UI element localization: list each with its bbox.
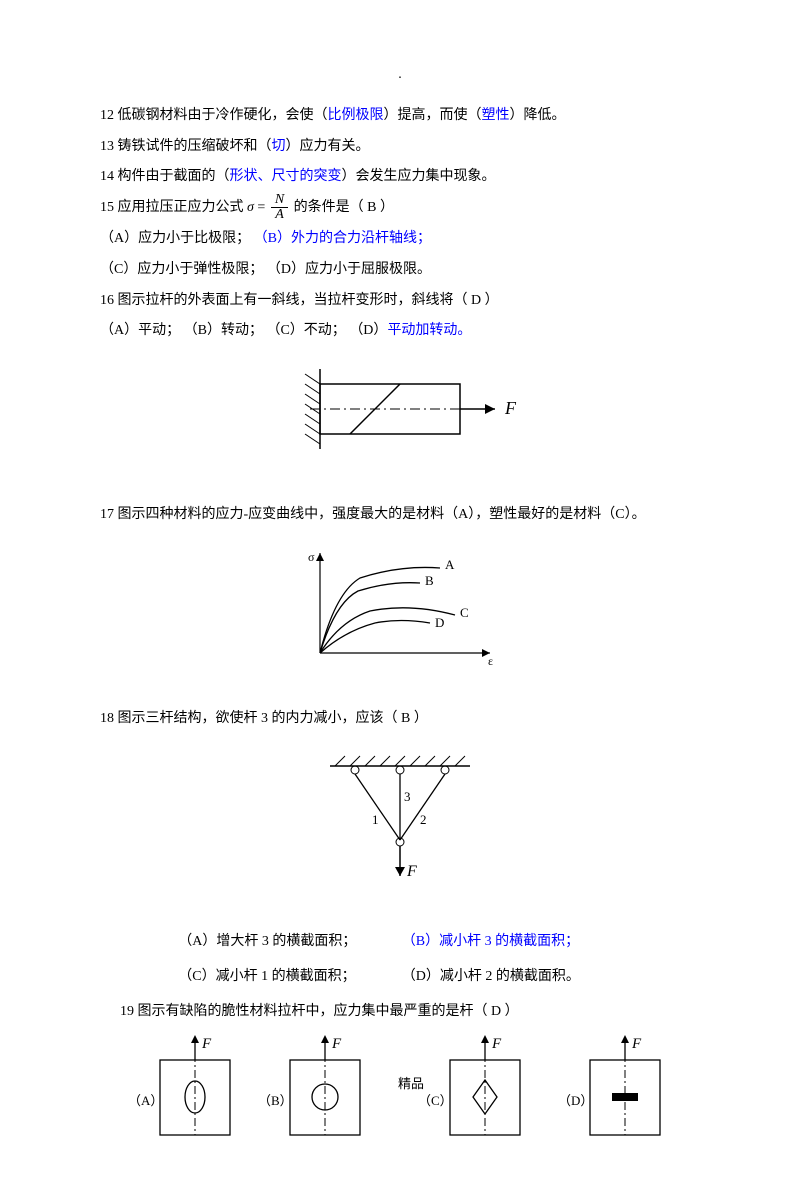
q15-eq: = (254, 200, 269, 215)
q12-fill2: 塑性 (482, 108, 510, 123)
q17-text: 17 图示四种材料的应力-应变曲线中，强度最大的是材料（A），塑性最好的是材料（… (100, 500, 700, 531)
q14-post: ）会发生应力集中现象。 (342, 169, 496, 184)
q13-fill: 切 (272, 139, 286, 154)
q18-opts-2: （C）减小杆 1 的横截面积； （D）减小杆 2 的横截面积。 (100, 962, 700, 993)
q18-optA: （A）增大杆 3 的横截面积； (178, 927, 398, 958)
q19-B: F （B） (258, 1035, 360, 1135)
page-dot: . (100, 60, 700, 91)
q19-figure: F （A） F （B） 精品 F (100, 1030, 700, 1153)
q19-C-F: F (491, 1036, 502, 1052)
q18-n2: 2 (420, 812, 427, 827)
q13-pre: 13 铸铁试件的压缩破坏和（ (100, 139, 272, 154)
q13: 13 铸铁试件的压缩破坏和（切）应力有关。 (100, 132, 700, 163)
q16-optD-pre: （D） (349, 323, 387, 338)
q19-svg: F （A） F （B） 精品 F (120, 1030, 680, 1140)
q19-B-label: （B） (258, 1093, 293, 1108)
q12-fill1: 比例极限 (328, 108, 384, 123)
q15-den: A (271, 207, 288, 222)
q12-post: ）降低。 (510, 108, 566, 123)
q15-optA: （A）应力小于比极限； (100, 231, 250, 246)
q17-eps: ε (488, 654, 493, 668)
q15-optD: （D）应力小于屈服极限。 (267, 262, 431, 277)
q17-C: C (460, 605, 469, 620)
q12-pre: 12 低碳钢材料由于冷作硬化，会使（ (100, 108, 328, 123)
q15-sigma: σ (247, 200, 254, 215)
footer-text: 精品 (398, 1076, 424, 1091)
q16-optC: （C）不动； (266, 323, 345, 338)
q18-n1: 1 (372, 812, 379, 827)
q19-A: F （A） (128, 1035, 230, 1135)
q15-num: N (271, 193, 288, 207)
q15-optB: （B）外力的合力沿杆轴线； (254, 231, 431, 246)
q15-stem-pre: 15 应用拉压正应力公式 (100, 200, 244, 215)
q16-F-label: F (504, 398, 517, 418)
q17-A: A (445, 557, 455, 572)
q16-optB: （B）转动； (184, 323, 263, 338)
q18-n3: 3 (404, 789, 411, 804)
q15-stem-post: 的条件是（ B ） (294, 200, 394, 215)
q16-svg: F (270, 359, 530, 469)
q18-svg: 1 3 2 F (300, 746, 500, 896)
q18-F: F (406, 863, 417, 880)
q19-C-label: （C） (418, 1093, 453, 1108)
q19-stem: 19 图示有缺陷的脆性材料拉杆中，应力集中最严重的是杆（ D ） (100, 997, 700, 1028)
q19-D-label: （D） (558, 1093, 593, 1108)
q18-optC: （C）减小杆 1 的横截面积； (178, 962, 398, 993)
q19-A-label: （A） (128, 1093, 163, 1108)
q16-optA: （A）平动； (100, 323, 180, 338)
q16-stem: 16 图示拉杆的外表面上有一斜线，当拉杆变形时，斜线将（ D ） (100, 286, 700, 317)
q18-optB: （B）减小杆 3 的横截面积； (402, 927, 622, 958)
q17-figure: σ ε A B C D (100, 543, 700, 686)
q19-A-F: F (201, 1036, 212, 1052)
q19-D: F （D） (558, 1035, 660, 1135)
q12: 12 低碳钢材料由于冷作硬化，会使（比例极限）提高，而使（塑性）降低。 (100, 101, 700, 132)
q15-fraction: NA (271, 193, 288, 222)
q18-stem: 18 图示三杆结构，欲使杆 3 的内力减小，应该（ B ） (100, 704, 700, 735)
q12-mid: ）提高，而使（ (384, 108, 482, 123)
q15-opts-1: （A）应力小于比极限； （B）外力的合力沿杆轴线； (100, 224, 700, 255)
page: . 12 低碳钢材料由于冷作硬化，会使（比例极限）提高，而使（塑性）降低。 13… (0, 0, 800, 1190)
q14: 14 构件由于截面的（形状、尺寸的突变）会发生应力集中现象。 (100, 162, 700, 193)
q18-opts-1: （A）增大杆 3 的横截面积； （B）减小杆 3 的横截面积； (100, 927, 700, 958)
q19-D-F: F (631, 1036, 642, 1052)
q14-pre: 14 构件由于截面的（ (100, 169, 230, 184)
q17-D: D (435, 615, 444, 630)
q13-post: ）应力有关。 (286, 139, 370, 154)
q19-C: F （C） (418, 1035, 520, 1135)
q15-opts-2: （C）应力小于弹性极限； （D）应力小于屈服极限。 (100, 255, 700, 286)
q15-optC: （C）应力小于弹性极限； (100, 262, 263, 277)
q16-figure: F (100, 359, 700, 482)
q18-figure: 1 3 2 F (100, 746, 700, 909)
q17-sigma: σ (308, 550, 315, 564)
q17-svg: σ ε A B C D (290, 543, 510, 673)
q14-fill: 形状、尺寸的突变 (230, 169, 342, 184)
q18-optD: （D）减小杆 2 的横截面积。 (402, 962, 622, 993)
q19-B-F: F (331, 1036, 342, 1052)
q15-stem: 15 应用拉压正应力公式 σ = NA 的条件是（ B ） (100, 193, 700, 224)
q16-optD-fill: 平动加转动。 (387, 323, 471, 338)
q17-B: B (425, 573, 434, 588)
q16-opts: （A）平动； （B）转动； （C）不动； （D）平动加转动。 (100, 316, 700, 347)
